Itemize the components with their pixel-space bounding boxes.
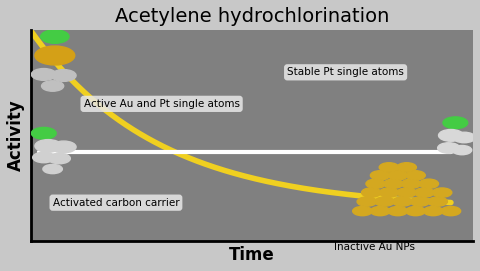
- Circle shape: [415, 188, 434, 197]
- Circle shape: [406, 207, 425, 216]
- Circle shape: [397, 188, 417, 197]
- Circle shape: [419, 179, 439, 188]
- Circle shape: [35, 140, 61, 152]
- Circle shape: [452, 146, 472, 155]
- Circle shape: [397, 163, 417, 172]
- Y-axis label: Activity: Activity: [7, 99, 25, 171]
- Circle shape: [43, 164, 62, 174]
- X-axis label: Time: Time: [229, 246, 275, 264]
- Circle shape: [35, 46, 75, 65]
- Circle shape: [428, 197, 447, 206]
- Circle shape: [384, 179, 403, 188]
- Text: Stable Pt single atoms: Stable Pt single atoms: [287, 67, 404, 77]
- Circle shape: [410, 197, 430, 206]
- Circle shape: [375, 197, 394, 206]
- Circle shape: [42, 81, 64, 91]
- Circle shape: [33, 152, 55, 163]
- Circle shape: [357, 197, 377, 206]
- Text: Activated carbon carrier: Activated carbon carrier: [53, 198, 179, 208]
- Text: Active Au and Pt single atoms: Active Au and Pt single atoms: [84, 99, 240, 109]
- Circle shape: [388, 171, 408, 180]
- Circle shape: [406, 171, 425, 180]
- Text: Inactive Au NPs: Inactive Au NPs: [334, 242, 415, 252]
- Circle shape: [388, 207, 408, 216]
- Circle shape: [371, 171, 390, 180]
- Circle shape: [393, 197, 412, 206]
- Circle shape: [31, 69, 56, 80]
- Circle shape: [439, 130, 463, 141]
- Circle shape: [379, 188, 399, 197]
- Circle shape: [51, 70, 76, 81]
- Circle shape: [443, 117, 468, 129]
- Circle shape: [51, 141, 76, 153]
- Circle shape: [432, 188, 452, 197]
- Circle shape: [48, 153, 71, 164]
- Circle shape: [31, 127, 56, 139]
- Circle shape: [441, 207, 461, 216]
- Circle shape: [371, 207, 390, 216]
- Title: Acetylene hydrochlorination: Acetylene hydrochlorination: [115, 7, 389, 26]
- Circle shape: [401, 179, 421, 188]
- Circle shape: [438, 143, 460, 153]
- Circle shape: [361, 188, 381, 197]
- Circle shape: [366, 179, 385, 188]
- Circle shape: [41, 30, 69, 43]
- Circle shape: [423, 207, 443, 216]
- Circle shape: [379, 163, 399, 172]
- Circle shape: [453, 132, 475, 143]
- Circle shape: [353, 207, 372, 216]
